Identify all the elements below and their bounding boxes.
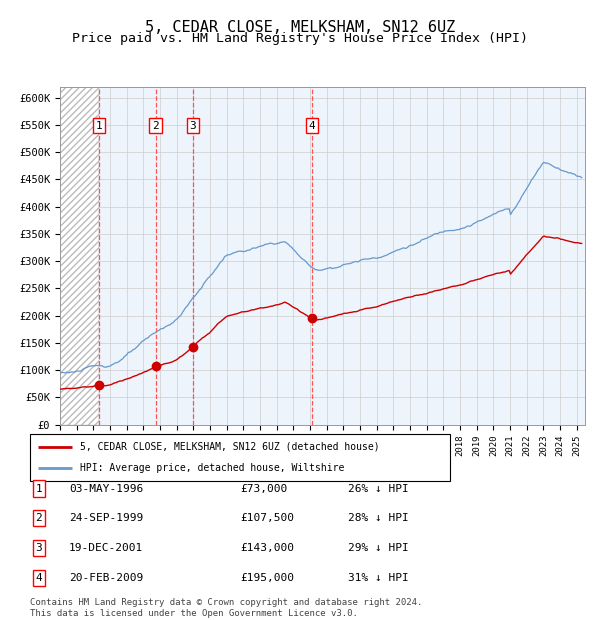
Text: 31% ↓ HPI: 31% ↓ HPI: [348, 573, 409, 583]
Text: 2: 2: [152, 121, 159, 131]
Text: 3: 3: [35, 543, 43, 553]
Text: 1: 1: [35, 484, 43, 494]
Text: 4: 4: [35, 573, 43, 583]
Text: Contains HM Land Registry data © Crown copyright and database right 2024.
This d: Contains HM Land Registry data © Crown c…: [30, 598, 422, 618]
Text: 20-FEB-2009: 20-FEB-2009: [69, 573, 143, 583]
Text: 29% ↓ HPI: 29% ↓ HPI: [348, 543, 409, 553]
Text: 28% ↓ HPI: 28% ↓ HPI: [348, 513, 409, 523]
Text: 5, CEDAR CLOSE, MELKSHAM, SN12 6UZ: 5, CEDAR CLOSE, MELKSHAM, SN12 6UZ: [145, 20, 455, 35]
Text: £73,000: £73,000: [240, 484, 287, 494]
Text: 26% ↓ HPI: 26% ↓ HPI: [348, 484, 409, 494]
Text: Price paid vs. HM Land Registry's House Price Index (HPI): Price paid vs. HM Land Registry's House …: [72, 32, 528, 45]
Text: 2: 2: [35, 513, 43, 523]
Text: 3: 3: [190, 121, 196, 131]
Text: 03-MAY-1996: 03-MAY-1996: [69, 484, 143, 494]
Text: 5, CEDAR CLOSE, MELKSHAM, SN12 6UZ (detached house): 5, CEDAR CLOSE, MELKSHAM, SN12 6UZ (deta…: [80, 441, 380, 451]
Text: 19-DEC-2001: 19-DEC-2001: [69, 543, 143, 553]
Text: 4: 4: [309, 121, 316, 131]
Text: HPI: Average price, detached house, Wiltshire: HPI: Average price, detached house, Wilt…: [80, 463, 345, 473]
Text: £195,000: £195,000: [240, 573, 294, 583]
Text: £107,500: £107,500: [240, 513, 294, 523]
Text: £143,000: £143,000: [240, 543, 294, 553]
Text: 24-SEP-1999: 24-SEP-1999: [69, 513, 143, 523]
Text: 1: 1: [95, 121, 103, 131]
